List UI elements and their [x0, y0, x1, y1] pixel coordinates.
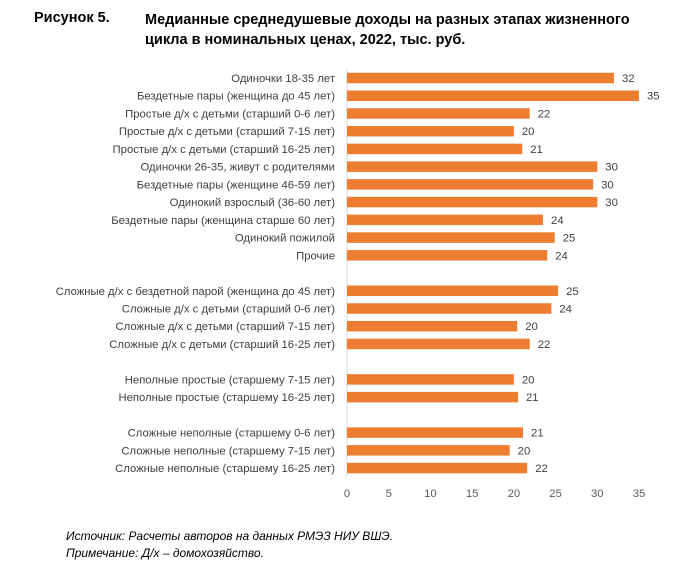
bar: [347, 72, 614, 84]
category-label: Сложные д/х с детьми (старший 0-6 лет): [122, 303, 335, 315]
data-label: 21: [531, 428, 544, 440]
data-label: 20: [518, 445, 531, 457]
data-label: 20: [522, 126, 535, 138]
x-tick-label: 25: [549, 488, 562, 500]
bar: [347, 90, 639, 101]
category-label: Сложные д/х с бездетной парой (женщина д…: [56, 286, 336, 298]
abbreviation-note: Примечание: Д/х – домохозяйство.: [66, 546, 264, 560]
category-label: Одиночки 26-35, живут с родителями: [141, 162, 336, 174]
data-label: 22: [538, 339, 551, 351]
category-label: Сложные д/х с детьми (старший 16-25 лет): [109, 339, 335, 351]
category-label: Одинокий взрослый (36-60 лет): [170, 197, 336, 209]
bar: [347, 179, 594, 190]
x-tick-label: 30: [591, 488, 604, 500]
bar: [347, 374, 514, 385]
bar: [347, 108, 530, 119]
x-tick-label: 10: [424, 488, 437, 500]
category-label: Простые д/х с детьми (старший 0-6 лет): [125, 108, 335, 120]
category-label: Прочие: [296, 250, 335, 262]
category-label: Одиночки 18-35 лет: [231, 73, 335, 85]
category-label: Простые д/х с детьми (старший 16-25 лет): [113, 144, 336, 156]
source-note: Источник: Расчеты авторов на данных РМЭЗ…: [66, 529, 394, 543]
data-label: 22: [535, 463, 548, 475]
bar: [347, 285, 559, 297]
bar: [347, 196, 598, 208]
category-label: Простые д/х с детьми (старший 7-15 лет): [119, 126, 335, 138]
bar: [347, 391, 519, 403]
category-label: Неполные простые (старшему 7-15 лет): [125, 374, 335, 386]
data-label: 20: [522, 374, 535, 386]
data-label: 22: [538, 108, 551, 120]
data-label: 35: [647, 91, 660, 103]
x-tick-label: 20: [508, 488, 521, 500]
bar: [347, 161, 598, 172]
category-label: Сложные неполные (старшему 0-6 лет): [128, 428, 336, 440]
data-label: 21: [526, 392, 539, 404]
bar: [347, 445, 510, 456]
data-label: 24: [555, 250, 568, 262]
data-label: 30: [605, 162, 618, 174]
category-label: Сложные д/х с детьми (старший 7-15 лет): [116, 321, 336, 333]
bar: [347, 320, 518, 332]
x-tick-label: 0: [344, 488, 350, 500]
category-label: Бездетные пары (женщине 46-59 лет): [137, 179, 336, 191]
chart-title: Медианные среднедушевые доходы на разных…: [145, 12, 630, 48]
data-label: 32: [622, 73, 635, 85]
category-label: Сложные неполные (старшему 7-15 лет): [121, 445, 335, 457]
category-label: Бездетные пары (женщина старше 60 лет): [111, 215, 335, 227]
bar: [347, 427, 524, 438]
bar: [347, 303, 552, 314]
category-label: Одинокий пожилой: [235, 233, 335, 245]
data-label: 24: [551, 215, 564, 227]
x-tick-label: 5: [386, 488, 392, 500]
x-tick-label: 15: [466, 488, 479, 500]
category-label: Бездетные пары (женщина до 45 лет): [137, 91, 335, 103]
bar: [347, 125, 514, 137]
data-label: 25: [566, 286, 579, 298]
bar: [347, 338, 530, 350]
bar: [347, 143, 523, 155]
figure-label: Рисунок 5.: [34, 10, 110, 26]
data-label: 24: [559, 303, 572, 315]
category-label: Сложные неполные (старшему 16-25 лет): [115, 463, 335, 475]
bar: [347, 462, 528, 474]
bar: [347, 250, 548, 261]
bar: [347, 214, 544, 226]
data-label: 21: [530, 144, 543, 156]
data-label: 30: [601, 179, 614, 191]
data-label: 25: [563, 233, 576, 245]
data-label: 30: [605, 197, 618, 209]
bar: [347, 232, 555, 243]
x-tick-label: 35: [633, 488, 646, 500]
data-label: 20: [525, 321, 538, 333]
category-label: Неполные простые (старшему 16-25 лет): [118, 392, 335, 404]
